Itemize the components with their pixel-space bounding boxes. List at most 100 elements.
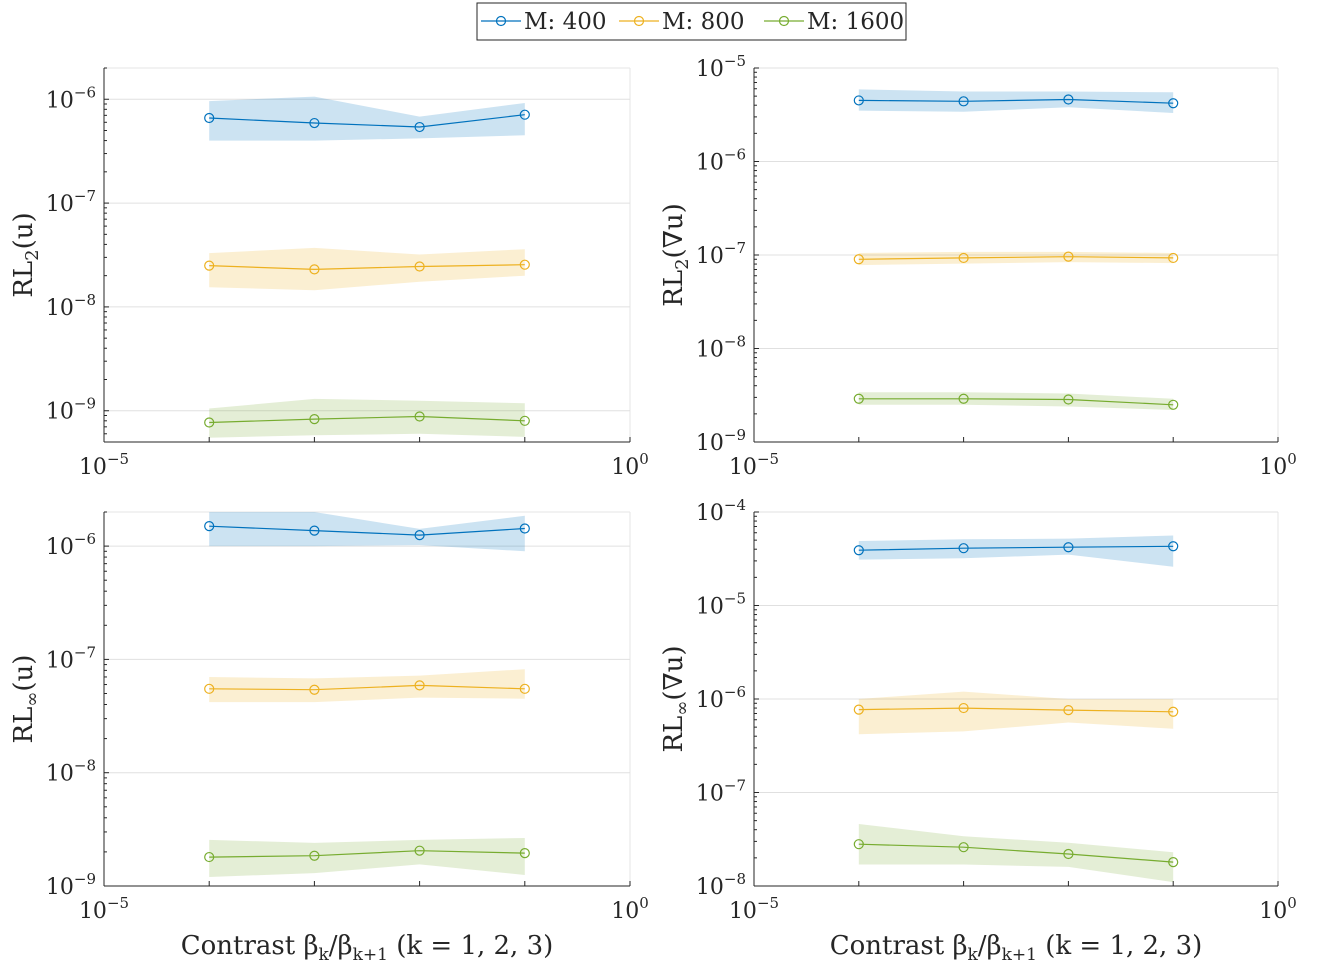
- data-point: [1063, 848, 1074, 860]
- chart-rl2-u: 10−9 10−8 10−7 10−6 10−5 100 RL2(u): [9, 67, 649, 480]
- data-point: [519, 683, 530, 694]
- data-point: [1168, 541, 1179, 552]
- x-tick-label: 100: [1259, 450, 1297, 480]
- data-point: [1168, 857, 1179, 868]
- y-axis-label: RL∞(u): [9, 655, 43, 744]
- y-tick-label: 10−8: [46, 757, 96, 787]
- series-m1600: [853, 392, 1179, 410]
- data-point: [414, 680, 425, 691]
- legend-label: M: 400: [524, 9, 607, 35]
- data-point: [204, 417, 215, 428]
- data-point: [1168, 399, 1179, 410]
- data-point: [204, 112, 215, 124]
- data-point: [519, 523, 530, 534]
- confidence-band: [858, 89, 1174, 113]
- data-point: [204, 521, 215, 532]
- legend-label: M: 1600: [807, 9, 904, 35]
- y-tick-label: 10−6: [46, 83, 96, 113]
- y-tick-label: 10−7: [46, 643, 96, 673]
- data-point: [204, 851, 215, 863]
- y-tick-label: 10−7: [696, 777, 746, 807]
- data-point: [1168, 706, 1179, 717]
- x-tick-label: 100: [611, 894, 649, 924]
- data-point: [519, 109, 530, 120]
- series-m1600: [204, 838, 530, 877]
- confidence-band: [209, 247, 525, 291]
- legend-box: [476, 2, 907, 41]
- series-m800: [853, 691, 1179, 735]
- data-point: [958, 543, 969, 554]
- data-point: [519, 259, 530, 270]
- y-tick-label: 10−4: [696, 496, 746, 526]
- data-point: [1063, 542, 1074, 553]
- series-line: [209, 850, 525, 858]
- data-point: [414, 121, 425, 133]
- y-tick-label: 10−6: [696, 146, 746, 176]
- series-line: [858, 843, 1174, 863]
- series-line: [209, 114, 525, 128]
- legend-label: M: 800: [662, 9, 745, 35]
- y-tick-label: 10−5: [696, 52, 746, 82]
- chart-rl2-grad-u: 10−9 10−8 10−7 10−6 10−5 10−5 100 RL2(∇u): [659, 52, 1297, 480]
- series-m400: [853, 89, 1179, 113]
- x-tick-label: 100: [611, 450, 649, 480]
- y-tick-label: 10−7: [46, 187, 96, 217]
- y-tick-label: 10−8: [46, 291, 96, 321]
- series-line: [209, 525, 525, 536]
- series-m400: [204, 512, 530, 552]
- confidence-band: [209, 838, 525, 877]
- data-point: [1063, 94, 1074, 105]
- data-point: [309, 525, 320, 536]
- legend-marker: [633, 15, 645, 27]
- legend: M: 400 M: 800 M: 1600: [476, 2, 907, 41]
- series-line: [858, 398, 1174, 406]
- legend-marker: [778, 15, 790, 27]
- data-point: [958, 702, 969, 714]
- data-point: [414, 845, 425, 856]
- confidence-band: [858, 392, 1174, 410]
- data-point: [414, 411, 425, 422]
- confidence-band: [858, 535, 1174, 567]
- legend-entry-1: M: 400: [481, 9, 607, 35]
- x-tick-label: 10−5: [729, 894, 779, 924]
- data-point: [853, 393, 864, 404]
- y-tick-label: 10−6: [696, 683, 746, 713]
- x-tick-label: 10−5: [79, 894, 129, 924]
- y-tick-label: 10−7: [696, 239, 746, 269]
- y-tick-label: 10−8: [696, 870, 746, 900]
- confidence-band: [858, 251, 1174, 266]
- x-tick-label: 100: [1259, 894, 1297, 924]
- legend-entry-2: M: 800: [619, 9, 745, 35]
- y-tick-label: 10−9: [46, 395, 96, 425]
- data-point: [309, 684, 320, 695]
- y-tick-label: 10−5: [696, 590, 746, 620]
- chart-rlinf-u: 10−9 10−8 10−7 10−6 10−5 100 RL∞(u) Contrast βk…: [9, 511, 649, 965]
- y-tick-label: 10−9: [46, 870, 96, 900]
- data-point: [853, 95, 864, 106]
- series-m800: [204, 669, 530, 703]
- confidence-band: [858, 691, 1174, 735]
- confidence-band: [858, 824, 1174, 883]
- data-point: [309, 850, 320, 861]
- data-point: [204, 683, 215, 694]
- confidence-band: [209, 512, 525, 552]
- y-tick-label: 10−6: [46, 530, 96, 560]
- chart-rlinf-grad-u: 10−8 10−7 10−6 10−5 10−4 10−5 100 RL∞(∇u) Contra…: [659, 496, 1297, 965]
- series-line: [858, 98, 1174, 104]
- data-point: [309, 264, 320, 275]
- legend-entry-3: M: 1600: [764, 9, 904, 35]
- confidence-band: [209, 96, 525, 141]
- data-point: [309, 117, 320, 129]
- series-line: [209, 264, 525, 271]
- data-point: [958, 252, 969, 264]
- x-tick-label: 10−5: [79, 450, 129, 480]
- data-point: [958, 842, 969, 853]
- data-point: [853, 545, 864, 556]
- series-line: [858, 256, 1174, 260]
- series-m400: [853, 535, 1179, 567]
- data-point: [1063, 394, 1074, 405]
- y-axis-label: RL2(∇u): [659, 203, 693, 306]
- data-point: [1063, 705, 1074, 716]
- y-axis-label: RL∞(∇u): [659, 645, 693, 752]
